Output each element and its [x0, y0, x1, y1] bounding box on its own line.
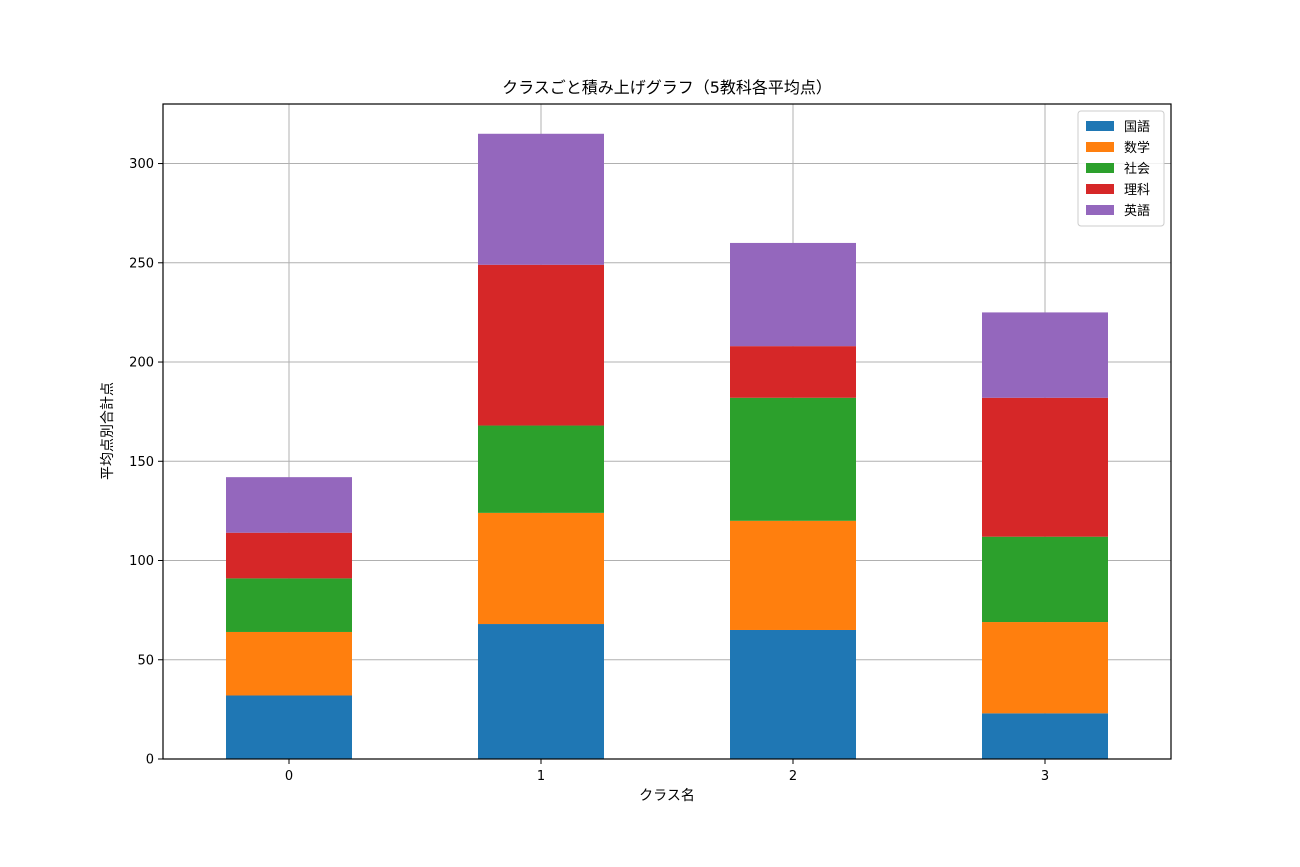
y-tick-label: 250 — [129, 256, 154, 271]
x-axis-label: クラス名 — [639, 788, 695, 804]
y-axis-label: 平均点別合計点 — [100, 382, 116, 480]
bar-segment — [730, 397, 856, 521]
x-tick-label: 2 — [789, 769, 797, 784]
bar-segment — [982, 713, 1108, 759]
y-tick-label: 300 — [129, 157, 154, 172]
x-tick-label: 3 — [1041, 769, 1049, 784]
bar-segment — [226, 631, 352, 696]
bars — [226, 133, 1108, 759]
bar-segment — [982, 622, 1108, 714]
bar-segment — [226, 532, 352, 579]
bar-segment — [226, 477, 352, 533]
y-tick-label: 0 — [146, 753, 154, 768]
legend-label: 英語 — [1124, 203, 1150, 219]
y-tick-label: 200 — [129, 356, 154, 371]
y-tick-label: 100 — [129, 554, 154, 569]
legend-swatch — [1086, 163, 1114, 173]
x-tick-label: 1 — [537, 769, 545, 784]
chart-title: クラスごと積み上げグラフ（5教科各平均点） — [502, 78, 832, 97]
legend-frame — [1077, 110, 1165, 227]
bar-segment — [730, 242, 856, 347]
bar-segment — [730, 629, 856, 759]
legend-swatch — [1086, 142, 1114, 152]
x-tick-label: 0 — [285, 769, 293, 784]
bar-segment — [226, 695, 352, 759]
bar-segment — [478, 624, 604, 759]
legend-label: 数学 — [1124, 140, 1150, 156]
legend-label: 社会 — [1124, 161, 1150, 177]
legend-swatch — [1086, 121, 1114, 131]
bar-segment — [478, 133, 604, 265]
y-tick-label: 150 — [129, 455, 154, 470]
bar-segment — [982, 397, 1108, 537]
bar-segment — [478, 425, 604, 513]
legend-swatch — [1086, 184, 1114, 194]
y-tick-label: 50 — [137, 653, 154, 668]
bar-segment — [478, 512, 604, 625]
legend-label: 理科 — [1124, 183, 1150, 198]
bar-segment — [982, 536, 1108, 623]
legend-swatch — [1086, 205, 1114, 215]
axis-ticks: 0 50 100 150 200 250 300 0 1 2 3 — [129, 157, 1049, 784]
bar-segment — [478, 264, 604, 426]
bar-segment — [226, 578, 352, 632]
bar-segment — [730, 520, 856, 630]
bar-segment — [982, 312, 1108, 398]
bar-segment — [730, 346, 856, 398]
legend-label: 国語 — [1124, 119, 1150, 135]
plot-frame — [162, 103, 1172, 760]
